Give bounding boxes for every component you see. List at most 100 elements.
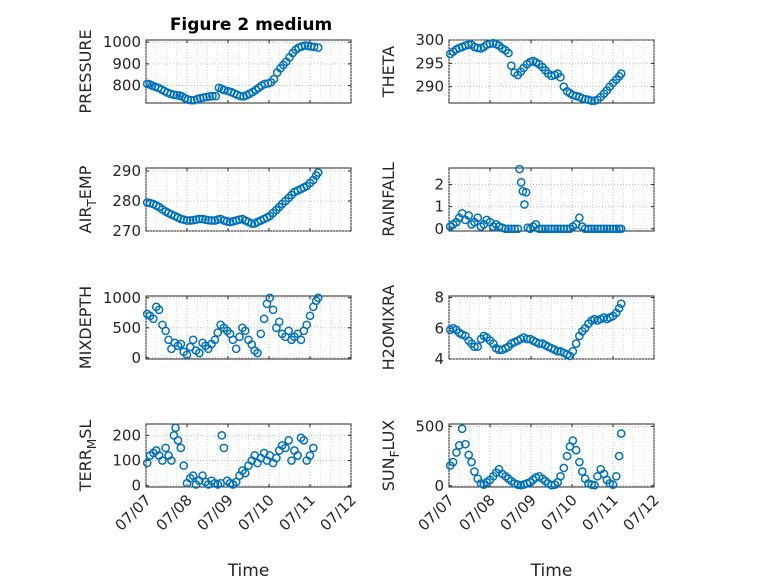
data-point [302, 320, 312, 330]
y-axis-label: PRESSURE [76, 29, 95, 113]
data-point [571, 445, 581, 455]
data-point [513, 224, 523, 234]
y-tick-label: 0 [131, 349, 141, 367]
data-point [281, 443, 290, 453]
data-point [575, 213, 584, 223]
data-point [173, 436, 183, 445]
y-tick-label: 500 [112, 319, 141, 337]
y-tick-label: 800 [112, 77, 141, 95]
data-point [553, 224, 563, 234]
data-point [284, 436, 294, 445]
data-point [308, 443, 318, 453]
y-tick-label: 0 [434, 477, 444, 495]
x-axis-label: Time [227, 561, 270, 581]
data-point [559, 224, 569, 234]
figure-title: Figure 2 medium [170, 15, 332, 35]
data-point [599, 224, 609, 234]
data-point [515, 164, 524, 174]
y-tick-label: 290 [415, 78, 444, 96]
data-point [534, 339, 544, 348]
data-point [154, 305, 164, 315]
data-point [161, 326, 171, 336]
data-point [596, 224, 606, 234]
data-point [590, 224, 599, 234]
data-point [464, 211, 474, 220]
data-point [538, 224, 547, 234]
subplot-1: 800 900 1000 PRESSURE [76, 29, 352, 114]
data-point [210, 335, 220, 345]
data-point [587, 224, 597, 234]
data-point [608, 224, 618, 234]
data-point [556, 72, 565, 82]
data-point [457, 424, 467, 434]
data-point [547, 224, 556, 234]
data-point [614, 451, 624, 461]
data-point [470, 342, 479, 352]
data-point [182, 216, 192, 225]
data-point [240, 468, 250, 478]
data-point [568, 346, 578, 356]
data-point [158, 456, 167, 465]
y-axis-label: AIRTEMP [76, 165, 99, 233]
subplot-4: 0 1 2 RAINFALL [379, 162, 655, 238]
subplot-3: 270 280 290 AIRTEMP [76, 162, 352, 240]
data-point [504, 224, 513, 234]
data-point [194, 214, 204, 224]
data-point [219, 85, 229, 95]
data-point [506, 61, 516, 71]
y-tick-label: 1000 [103, 33, 141, 51]
data-point [253, 348, 262, 358]
data-point [268, 305, 278, 315]
data-point [587, 96, 597, 106]
y-tick-label: 4 [434, 350, 444, 368]
y-tick-label: 900 [112, 55, 141, 73]
data-point [207, 216, 216, 225]
data-point [473, 342, 483, 352]
data-point [521, 187, 531, 197]
data-point [313, 168, 323, 177]
data-point [568, 436, 578, 445]
y-tick-label: 270 [112, 222, 141, 240]
data-point [454, 441, 464, 450]
data-point [149, 314, 158, 324]
data-point [269, 74, 279, 84]
data-point [305, 451, 315, 460]
data-point [616, 224, 626, 234]
data-point [188, 335, 198, 345]
y-tick-label: 290 [112, 162, 141, 180]
y-axis-label: TERRMSL [76, 420, 99, 493]
data-point [590, 480, 599, 490]
data-point [510, 224, 519, 234]
data-point [299, 436, 309, 445]
data-point [562, 451, 572, 461]
data-point [256, 329, 266, 339]
data-point [208, 91, 217, 101]
data-point [616, 299, 626, 309]
data-point [213, 328, 223, 337]
subplot-6: 4 6 8 H2OMIXRA [379, 285, 655, 370]
data-point [611, 224, 621, 234]
y-tick-label: 300 [415, 31, 444, 49]
data-point [305, 311, 315, 321]
data-point [240, 326, 250, 336]
data-point [161, 443, 171, 453]
data-point [559, 463, 569, 473]
y-tick-label: 2 [434, 176, 444, 194]
data-point [199, 93, 208, 102]
data-point [550, 224, 560, 234]
data-point [265, 293, 275, 303]
data-point [602, 224, 612, 234]
subplot-5: 0 500 1000 MIXDEPTH [76, 286, 352, 369]
data-point [309, 42, 319, 52]
data-point [171, 423, 180, 433]
y-tick-label: 0 [434, 220, 444, 238]
data-point [608, 480, 618, 489]
data-point [520, 200, 529, 209]
y-axis-label: SUNFLUX [379, 420, 402, 492]
data-point [522, 334, 532, 344]
data-point [194, 348, 204, 358]
data-point [584, 224, 593, 234]
y-tick-label: 8 [434, 289, 444, 307]
data-point [534, 224, 544, 234]
data-point [553, 346, 563, 356]
